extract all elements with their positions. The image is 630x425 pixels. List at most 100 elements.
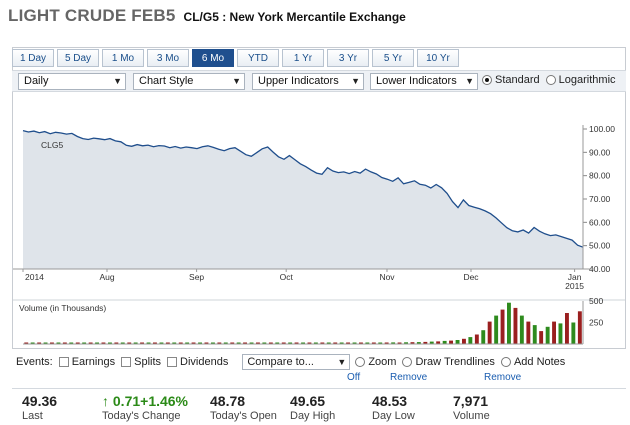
splits-checkbox[interactable] <box>121 357 132 367</box>
volume-bar <box>474 334 479 344</box>
trendlines-remove-link[interactable]: Remove <box>390 372 428 383</box>
x-tick-label: Dec <box>463 272 479 282</box>
x-tick-label: Oct <box>280 272 294 282</box>
quote-header: LIGHT CRUDE FEB5 CL/G5 : New York Mercan… <box>8 6 406 32</box>
volume-bar <box>204 342 209 344</box>
volume-bar <box>172 342 177 344</box>
trendlines-radio[interactable] <box>402 357 413 367</box>
volume-bar <box>56 342 61 344</box>
volume-tick-label: 500 <box>589 296 603 306</box>
volume-bar <box>108 342 112 344</box>
tab-6-month[interactable]: 6 Mo <box>192 49 234 67</box>
last-value: 49.36 <box>22 393 58 409</box>
volume-bar <box>507 302 511 344</box>
volume-bar <box>88 342 93 344</box>
interval-select[interactable]: Daily ▼ <box>18 73 126 90</box>
volume-bar <box>481 330 486 344</box>
scale-radio-group: Standard Logarithmic <box>482 74 622 86</box>
volume-bar <box>384 342 389 344</box>
y-tick-label: 90.00 <box>589 147 611 157</box>
volume-bar <box>268 342 273 344</box>
volume-bar <box>436 341 441 344</box>
volume-bar <box>487 321 492 344</box>
volume-tick-label: 250 <box>589 318 603 328</box>
scale-standard-radio[interactable] <box>482 75 492 85</box>
volume-bar <box>243 342 247 344</box>
volume-bar <box>153 342 157 344</box>
scale-log-label: Logarithmic <box>558 74 616 86</box>
trendlines-label: Draw Trendlines <box>415 356 495 368</box>
volume-label: Volume <box>453 410 490 422</box>
tab-5-year[interactable]: 5 Yr <box>372 49 414 67</box>
volume-bar <box>558 323 563 344</box>
chevron-down-icon: ▼ <box>337 357 347 367</box>
tab-1-year[interactable]: 1 Yr <box>282 49 324 67</box>
tab-3-month[interactable]: 3 Mo <box>147 49 189 67</box>
volume-bar <box>69 342 74 344</box>
day-high-label: Day High <box>290 410 336 422</box>
zoom-label: Zoom <box>368 356 397 368</box>
tab-1-day[interactable]: 1 Day <box>12 49 54 67</box>
volume-bar <box>307 342 312 344</box>
quote-stats: 49.36 Last ↑ 0.71+1.46% Today's Change 4… <box>12 388 626 425</box>
stat-last: 49.36 Last <box>22 393 57 422</box>
volume-bar <box>416 342 421 344</box>
volume-bar <box>24 342 29 344</box>
volume-bar <box>236 342 241 344</box>
volume-bar <box>146 342 151 344</box>
volume-bar <box>359 342 363 344</box>
volume-bar <box>449 340 453 344</box>
volume-bar <box>82 342 87 344</box>
zoom-off-link[interactable]: Off <box>347 372 361 383</box>
volume-bar <box>120 342 125 344</box>
volume-bar <box>468 337 473 344</box>
y-tick-label: 60.00 <box>589 217 611 227</box>
x-tick-label: Nov <box>379 272 395 282</box>
scale-log-radio[interactable] <box>545 75 556 85</box>
tab-5-day[interactable]: 5 Day <box>57 49 99 67</box>
lower-indicators-value: Lower Indicators <box>376 75 457 87</box>
price-area <box>23 130 583 269</box>
lower-indicators-select[interactable]: Lower Indicators ▼ <box>370 73 478 90</box>
events-toolbar: Events: Earnings Splits Dividends Compar… <box>12 352 626 386</box>
chart-style-select[interactable]: Chart Style ▼ <box>133 73 245 90</box>
volume-bar <box>494 315 499 344</box>
events-label: Events: <box>16 356 53 368</box>
y-tick-label: 80.00 <box>589 171 611 181</box>
volume-bar <box>275 342 280 344</box>
volume-bar <box>391 342 396 344</box>
upper-indicators-value: Upper Indicators <box>258 75 339 87</box>
notes-remove-link[interactable]: Remove <box>484 372 522 383</box>
volume-bar <box>410 342 415 344</box>
open-label: Today's Open <box>210 410 277 422</box>
chevron-down-icon: ▼ <box>232 76 241 86</box>
volume-bar <box>37 342 42 344</box>
volume-bar <box>217 342 222 344</box>
tab-10-year[interactable]: 10 Yr <box>417 49 459 67</box>
volume-bar <box>95 342 99 344</box>
scale-standard-label: Standard <box>495 74 540 86</box>
volume-bar <box>326 342 331 344</box>
change-label: Today's Change <box>102 410 181 422</box>
dividends-checkbox[interactable] <box>167 357 178 367</box>
y-tick-label: 70.00 <box>589 194 611 204</box>
volume-bar <box>577 311 582 344</box>
chart-controls: Daily ▼ Chart Style ▼ Upper Indicators ▼… <box>12 70 626 92</box>
upper-indicators-select[interactable]: Upper Indicators ▼ <box>252 73 364 90</box>
y-tick-label: 40.00 <box>589 264 611 274</box>
tab-ytd[interactable]: YTD <box>237 49 279 67</box>
stat-volume: 7,971 Volume <box>453 393 490 422</box>
interval-value: Daily <box>24 75 49 87</box>
compare-select[interactable]: Compare to... ▼ <box>242 354 351 370</box>
tab-1-month[interactable]: 1 Mo <box>102 49 144 67</box>
price-chart[interactable]: CLG5 100.00 90.00 80.00 70.00 60.00 50.00 40.0… <box>13 93 625 348</box>
volume-title: Volume (in Thousands) <box>19 303 106 313</box>
earnings-checkbox[interactable] <box>58 357 69 367</box>
zoom-radio[interactable] <box>355 357 366 367</box>
volume-bar <box>429 341 434 344</box>
earnings-label: Earnings <box>71 356 116 368</box>
notes-radio[interactable] <box>500 357 511 367</box>
volume-bar <box>455 340 460 344</box>
tab-3-year[interactable]: 3 Yr <box>327 49 369 67</box>
volume-bar <box>281 342 286 344</box>
